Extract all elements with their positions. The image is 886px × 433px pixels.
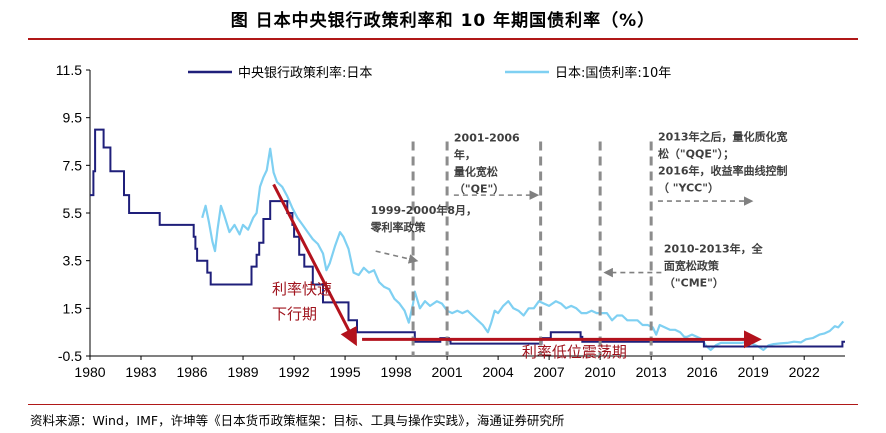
series-policy-rate-line [90, 128, 845, 348]
x-tick-label: 2019 [738, 364, 769, 380]
chart-title: 图 日本中央银行政策利率和 10 年期国债利率（%） [230, 11, 656, 31]
x-tick-label: 2001 [432, 364, 463, 380]
y-tick-label: 7.5 [63, 157, 83, 173]
x-tick-label: 1992 [278, 364, 309, 380]
y-tick-label: 5.5 [63, 205, 83, 221]
annotation-text: 年， [454, 148, 476, 162]
annotation-text: 1999-2000年8月， [371, 203, 477, 217]
y-tick-label: 11.5 [56, 62, 82, 78]
x-tick-label: 2022 [789, 364, 820, 380]
x-tick-label: 2004 [483, 364, 514, 380]
x-tick-label: 1980 [74, 364, 105, 380]
annotation-text: 2001-2006 [454, 132, 520, 145]
legend-label: 日本:国债利率:10年 [555, 65, 671, 81]
x-tick-label: 1986 [176, 364, 207, 380]
title-underline [28, 38, 858, 40]
annotation-text: 量化宽松 [454, 165, 498, 179]
x-tick-label: 1998 [381, 364, 412, 380]
phase-label: 下行期 [272, 305, 317, 323]
x-tick-label: 1995 [329, 364, 360, 380]
series-layer [90, 128, 845, 352]
annotation-arrow [375, 250, 419, 264]
y-tick-label: 9.5 [63, 110, 83, 126]
phase-label: 利率低位震荡期 [522, 343, 627, 361]
source-divider [28, 404, 858, 405]
x-tick-label: 2013 [636, 364, 667, 380]
axes: -0.5 1.5 3.5 5.5 7.5 9.5 11.5 1980 1983 1986 1989 1… [56, 62, 845, 380]
annotation-text: （"QE"） [454, 183, 504, 196]
annotation-text: 2013年之后，量化质化宽 [658, 129, 788, 143]
phase-arrow [272, 183, 357, 347]
annotation-text: 2010-2013年，全 [664, 241, 764, 255]
x-tick-label: 2007 [534, 364, 565, 380]
phase-label: 利率快速 [272, 280, 332, 298]
annotation-text: （"CME"） [664, 276, 724, 289]
x-tick-label: 1989 [227, 364, 258, 380]
annotation-text: 松（"QQE"）； [658, 146, 734, 160]
y-tick-label: 3.5 [63, 253, 83, 269]
source-note: 资料来源：Wind，IMF，许坤等《日本货币政策框架：目标、工具与操作实践》，海… [30, 413, 565, 428]
annotation-text: （ "YCC"） [658, 181, 719, 194]
y-tick-label: 1.5 [63, 300, 83, 316]
y-tick-label: -0.5 [58, 348, 82, 364]
x-tick-label: 1983 [125, 364, 156, 380]
series-jgb-10y-line [201, 147, 845, 352]
annotation-layer: 1999-2000年8月， 零利率政策 2001-2006 年， 量化宽松 （"QE"） 2… [272, 129, 788, 361]
x-tick-label: 2010 [585, 364, 616, 380]
legend: 中央银行政策利率:日本 日本:国债利率:10年 [188, 65, 671, 81]
annotation-text: 零利率政策 [370, 220, 427, 234]
x-tick-label: 2016 [687, 364, 718, 380]
annotation-text: 2016年，收益率曲线控制 [658, 163, 788, 177]
legend-label: 中央银行政策利率:日本 [238, 65, 372, 81]
annotation-text: 面宽松政策 [664, 258, 720, 272]
